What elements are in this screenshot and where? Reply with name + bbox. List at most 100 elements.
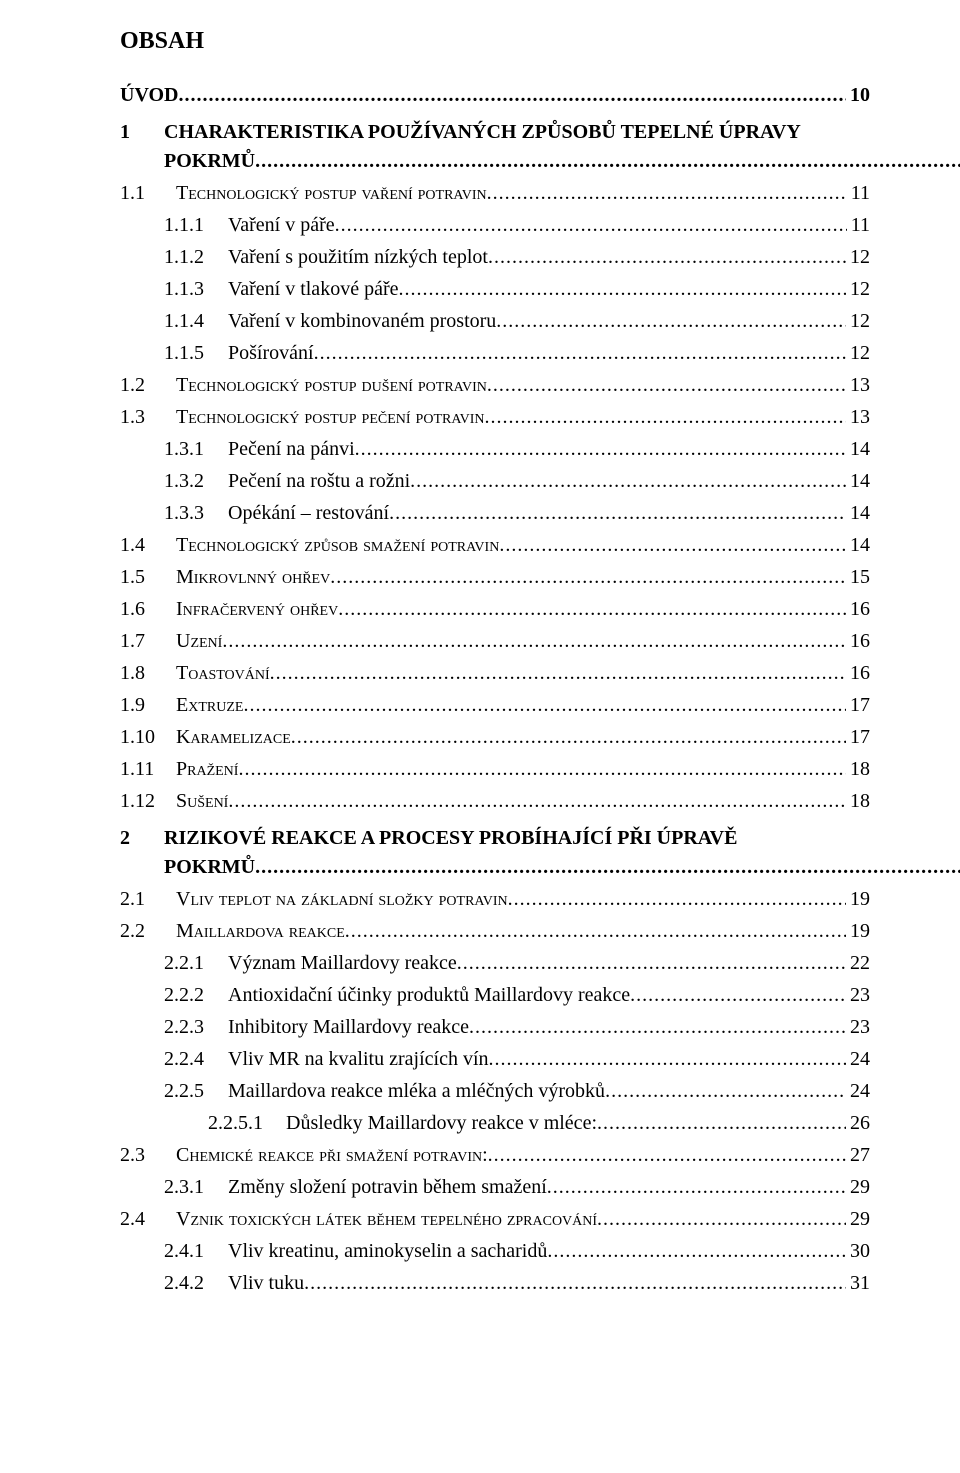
toc-entry: 1.1.5Pošírování12 xyxy=(120,339,870,368)
toc-entry: 2.2Maillardova reakce19 xyxy=(120,917,870,946)
toc-entry: 2.2.3Inhibitory Maillardovy reakce23 xyxy=(120,1013,870,1042)
toc-entry-number: 2.2.4 xyxy=(164,1045,228,1074)
toc-entry-page: 16 xyxy=(846,595,870,624)
toc-entry-title: Technologický způsob smažení potravin xyxy=(176,531,499,560)
toc-entry-title: Chemické reakce při smažení potravin: xyxy=(176,1141,488,1170)
toc-entry-title: CHARAKTERISTIKA POUŽÍVANÝCH ZPŮSOBŮ TEPE… xyxy=(164,118,960,147)
toc-list: ÚVOD101CHARAKTERISTIKA POUŽÍVANÝCH ZPŮSO… xyxy=(120,81,870,1298)
toc-entry-title: Mikrovlnný ohřev xyxy=(176,563,330,592)
toc-entry-page: 23 xyxy=(846,981,870,1010)
toc-entry-title: Technologický postup dušení potravin xyxy=(176,371,487,400)
toc-entry-page: 15 xyxy=(846,563,870,592)
toc-entry: 1.12Sušení18 xyxy=(120,787,870,816)
toc-entry-lastline: POKRMŮ11 xyxy=(164,147,960,176)
toc-leader-dots xyxy=(597,1109,846,1138)
toc-entry-page: 12 xyxy=(846,307,870,336)
toc-entry-number: 1.1 xyxy=(120,179,176,208)
toc-entry-number: 2.4.2 xyxy=(164,1269,228,1298)
toc-entry-title: Důsledky Maillardovy reakce v mléce: xyxy=(286,1109,597,1138)
toc-entry-page: 19 xyxy=(846,917,870,946)
toc-entry-page: 19 xyxy=(846,885,870,914)
toc-entry-title: Pečení na pánvi xyxy=(228,435,355,464)
toc-entry-title: Význam Maillardovy reakce xyxy=(228,949,457,978)
toc-leader-dots xyxy=(314,339,846,368)
toc-entry: 1.8Toastování16 xyxy=(120,659,870,688)
toc-leader-dots xyxy=(222,627,846,656)
toc-entry-title: Vliv MR na kvalitu zrajících vín xyxy=(228,1045,489,1074)
toc-entry-page: 31 xyxy=(846,1269,870,1298)
toc-leader-dots xyxy=(499,531,846,560)
toc-entry-title: Inhibitory Maillardovy reakce xyxy=(228,1013,469,1042)
toc-leader-dots xyxy=(355,435,846,464)
toc-entry-title: Vliv teplot na základní složky potravin xyxy=(176,885,508,914)
toc-entry: 1.9Extruze17 xyxy=(120,691,870,720)
toc-entry-number: 1.3.1 xyxy=(164,435,228,464)
toc-entry: ÚVOD10 xyxy=(120,81,870,110)
toc-leader-dots xyxy=(228,787,846,816)
toc-entry-number: 1.2 xyxy=(120,371,176,400)
toc-entry-number: 2.4.1 xyxy=(164,1237,228,1266)
toc-entry-title: Vaření s použitím nízkých teplot xyxy=(228,243,488,272)
toc-entry-number: 2 xyxy=(120,824,164,853)
toc-entry: 1.1.3Vaření v tlakové páře12 xyxy=(120,275,870,304)
toc-entry-page: 22 xyxy=(846,949,870,978)
toc-entry-number: 1.3 xyxy=(120,403,176,432)
toc-entry: 1.3.2Pečení na roštu a rožni14 xyxy=(120,467,870,496)
toc-leader-dots xyxy=(389,499,846,528)
toc-leader-dots xyxy=(488,243,846,272)
toc-entry-page: 24 xyxy=(846,1077,870,1106)
toc-entry-number: 2.2.1 xyxy=(164,949,228,978)
toc-entry: 2.2.2Antioxidační účinky produktů Mailla… xyxy=(120,981,870,1010)
toc-entry-page: 29 xyxy=(846,1173,870,1202)
toc-entry-number: 2.2.5.1 xyxy=(208,1109,286,1138)
toc-leader-dots xyxy=(179,81,847,110)
toc-entry: 1.1.1Vaření v páře11 xyxy=(120,211,870,240)
toc-entry-page: 12 xyxy=(846,275,870,304)
toc-entry: 1.3.3Opékání – restování14 xyxy=(120,499,870,528)
toc-leader-dots xyxy=(410,467,846,496)
toc-entry-page: 26 xyxy=(846,1109,870,1138)
toc-entry-title-block: RIZIKOVÉ REAKCE A PROCESY PROBÍHAJÍCÍ PŘ… xyxy=(164,824,960,882)
toc-entry: 2.2.4Vliv MR na kvalitu zrajících vín24 xyxy=(120,1045,870,1074)
toc-entry: 1.4Technologický způsob smažení potravin… xyxy=(120,531,870,560)
toc-entry-title: Uzení xyxy=(176,627,222,656)
toc-entry-number: 1.10 xyxy=(120,723,176,752)
toc-entry-title: Pošírování xyxy=(228,339,314,368)
toc-entry: 2.2.1Význam Maillardovy reakce 22 xyxy=(120,949,870,978)
toc-entry-number: 2.3 xyxy=(120,1141,176,1170)
toc-leader-dots xyxy=(457,949,846,978)
toc-entry-page: 17 xyxy=(846,691,870,720)
toc-entry-number: 1.1.5 xyxy=(164,339,228,368)
toc-entry-number: 1.1.3 xyxy=(164,275,228,304)
toc-entry-title: Toastování xyxy=(176,659,270,688)
toc-entry-number: 1.4 xyxy=(120,531,176,560)
toc-entry: 1.1Technologický postup vaření potravin 1… xyxy=(120,179,870,208)
toc-entry-page: 13 xyxy=(846,371,870,400)
toc-entry: 1.6Infračervený ohřev16 xyxy=(120,595,870,624)
toc-entry-page: 12 xyxy=(846,243,870,272)
toc-entry-page: 10 xyxy=(846,81,870,110)
toc-entry: 2RIZIKOVÉ REAKCE A PROCESY PROBÍHAJÍCÍ P… xyxy=(120,824,870,882)
toc-entry-number: 1.3.2 xyxy=(164,467,228,496)
toc-entry-page: 16 xyxy=(846,659,870,688)
toc-entry-page: 11 xyxy=(847,179,870,208)
toc-leader-dots xyxy=(238,755,846,784)
toc-entry: 2.3Chemické reakce při smažení potravin:… xyxy=(120,1141,870,1170)
toc-entry-number: 1.7 xyxy=(120,627,176,656)
toc-leader-dots xyxy=(335,211,847,240)
toc-entry-page: 14 xyxy=(846,499,870,528)
toc-entry-number: 1 xyxy=(120,118,164,147)
toc-entry-page: 27 xyxy=(846,1141,870,1170)
toc-entry-page: 11 xyxy=(847,211,870,240)
toc-entry-title: Technologický postup vaření potravin xyxy=(176,179,487,208)
toc-entry-title-block: CHARAKTERISTIKA POUŽÍVANÝCH ZPŮSOBŮ TEPE… xyxy=(164,118,960,176)
toc-entry-number: 1.11 xyxy=(120,755,176,784)
toc-entry-title: Antioxidační účinky produktů Maillardovy… xyxy=(228,981,630,1010)
toc-leader-dots xyxy=(469,1013,846,1042)
toc-entry-title: Extruze xyxy=(176,691,243,720)
toc-entry-page: 29 xyxy=(846,1205,870,1234)
toc-entry-title: Vliv kreatinu, aminokyselin a sacharidů xyxy=(228,1237,547,1266)
toc-entry-title: Opékání – restování xyxy=(228,499,389,528)
toc-leader-dots xyxy=(547,1173,846,1202)
toc-entry-title: Sušení xyxy=(176,787,228,816)
